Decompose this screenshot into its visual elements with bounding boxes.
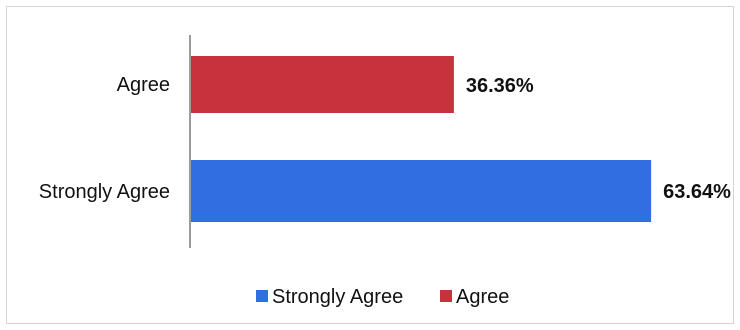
category-label-agree: Agree [117, 74, 170, 96]
bar-strongly-agree [191, 160, 652, 222]
bar-agree [191, 56, 454, 113]
legend-swatch-strongly-agree [256, 290, 268, 302]
category-label-strongly-agree: Strongly Agree [39, 181, 170, 203]
legend-swatch-agree [440, 290, 452, 302]
legend-label-strongly-agree: Strongly Agree [272, 286, 403, 308]
legend: Strongly Agree Agree [256, 286, 509, 308]
value-label-strongly-agree: 63.64% [663, 181, 731, 203]
legend-label-agree: Agree [456, 286, 509, 308]
value-label-agree: 36.36% [466, 75, 534, 97]
